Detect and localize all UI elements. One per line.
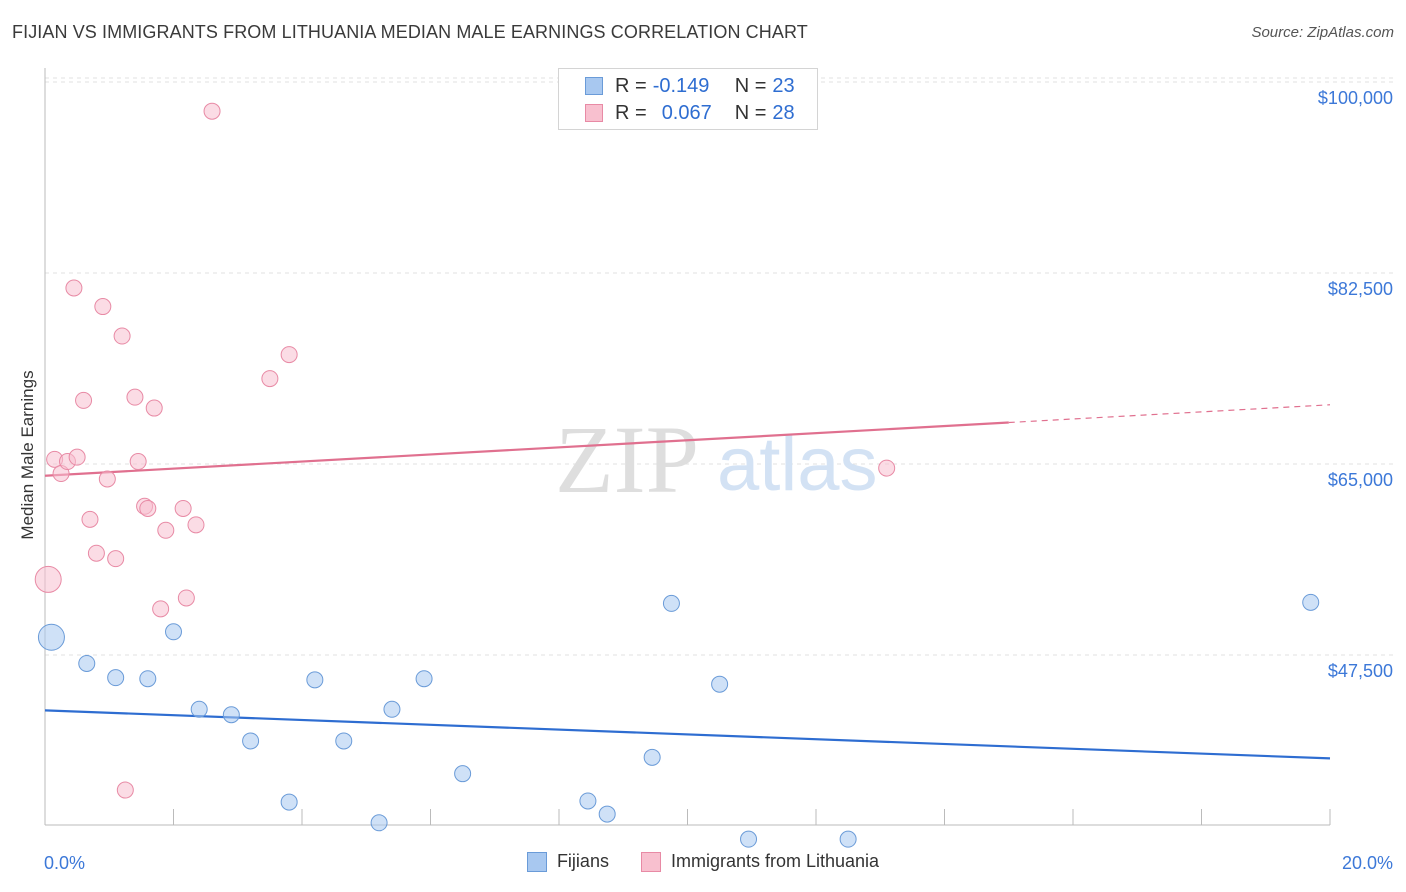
point-lithuania [203, 102, 221, 120]
point-fijians [222, 706, 240, 724]
point-lithuania [129, 453, 147, 471]
legend-swatch-fijians [585, 77, 603, 95]
point-lithuania [98, 470, 116, 488]
point-fijians [190, 700, 208, 718]
point-lithuania [107, 550, 125, 568]
y-axis-label: Median Male Earnings [18, 370, 37, 539]
trend-line-0 [44, 709, 1331, 760]
legend-swatch-lithuania [585, 104, 603, 122]
point-fijians [107, 669, 125, 687]
point-lithuania [65, 279, 83, 297]
point-lithuania [94, 298, 112, 316]
point-lithuania [878, 459, 896, 477]
source-label: Source: ZipAtlas.com [1251, 24, 1394, 41]
legend-n-label: N = [734, 101, 767, 124]
x-tick-label: 20.0% [1342, 853, 1393, 873]
point-fijians [1302, 593, 1320, 611]
point-lithuania [126, 388, 144, 406]
legend-n-value: 28 [772, 101, 795, 124]
point-fijians [598, 805, 616, 823]
legend-item-fijians[interactable]: Fijians [526, 851, 609, 872]
legend-row-lithuania: R = 0.067 N = 28 [585, 100, 795, 126]
point-lithuania [261, 370, 279, 388]
trend-lines [44, 404, 1331, 760]
chart-title: FIJIAN VS IMMIGRANTS FROM LITHUANIA MEDI… [12, 22, 808, 42]
legend-label-lithuania: Immigrants from Lithuania [670, 851, 880, 871]
point-fijians [579, 792, 597, 810]
legend-swatch-fijians [526, 851, 547, 872]
point-fijians [165, 623, 182, 641]
point-fijians [711, 675, 729, 693]
trend-line-1 [44, 421, 1009, 477]
point-lithuania [280, 346, 298, 364]
legend-swatch-lithuania [640, 851, 661, 872]
point-lithuania [187, 516, 205, 534]
point-fijians [139, 670, 157, 688]
point-fijians [415, 670, 433, 688]
point-lithuania [177, 589, 195, 607]
data-points [34, 102, 1320, 848]
point-fijians [643, 748, 661, 766]
point-lithuania [68, 448, 86, 466]
point-fijians [740, 830, 758, 848]
point-lithuania [75, 391, 93, 409]
point-lithuania [81, 510, 99, 528]
legend-r-value: 0.067 [661, 101, 712, 124]
y-tick-label: $47,500 [1328, 661, 1393, 681]
point-lithuania [87, 544, 105, 562]
point-fijians [335, 732, 353, 750]
watermark: ZIP atlas [555, 406, 878, 513]
point-fijians [383, 700, 401, 718]
point-fijians [37, 623, 65, 651]
point-lithuania [152, 600, 170, 618]
legend-r-label: R = [615, 74, 647, 97]
gridlines [45, 77, 1395, 656]
point-lithuania [157, 521, 175, 539]
legend-n-value: 23 [772, 74, 795, 97]
legend-label-fijians: Fijians [556, 851, 609, 871]
trend-line-dashed-1 [1008, 404, 1331, 424]
y-tick-label: $65,000 [1328, 470, 1393, 490]
point-lithuania [34, 565, 62, 593]
axes [44, 68, 1331, 826]
legend-item-lithuania[interactable]: Immigrants from Lithuania [640, 851, 880, 872]
point-fijians [78, 654, 96, 672]
legend-r-label: R = [615, 101, 647, 124]
point-fijians [306, 671, 324, 689]
legend-n-label: N = [734, 74, 767, 97]
y-tick-label: $82,500 [1328, 279, 1393, 299]
point-fijians [370, 814, 388, 832]
point-fijians [280, 793, 298, 811]
point-lithuania [113, 327, 131, 345]
x-tick-label: 0.0% [44, 853, 85, 873]
point-fijians [839, 830, 857, 848]
point-lithuania [139, 499, 157, 517]
series-legend: Fijians Immigrants from Lithuania [0, 851, 1406, 872]
point-fijians [242, 732, 260, 750]
legend-r-value: -0.149 [652, 74, 710, 97]
legend-row-fijians: R = -0.149 N = 23 [585, 73, 795, 99]
point-lithuania [116, 781, 134, 799]
watermark-zip: ZIP [555, 406, 699, 513]
y-tick-label: $100,000 [1318, 88, 1393, 108]
point-fijians [662, 594, 680, 612]
point-lithuania [145, 399, 163, 417]
point-lithuania [174, 499, 192, 517]
stats-legend: R = -0.149 N = 23 R = 0.067 N = 28 [558, 68, 818, 130]
point-fijians [454, 765, 472, 783]
tick-labels: $100,000 $82,500 $65,000 $47,500 0.0% 20.0% [44, 88, 1393, 873]
